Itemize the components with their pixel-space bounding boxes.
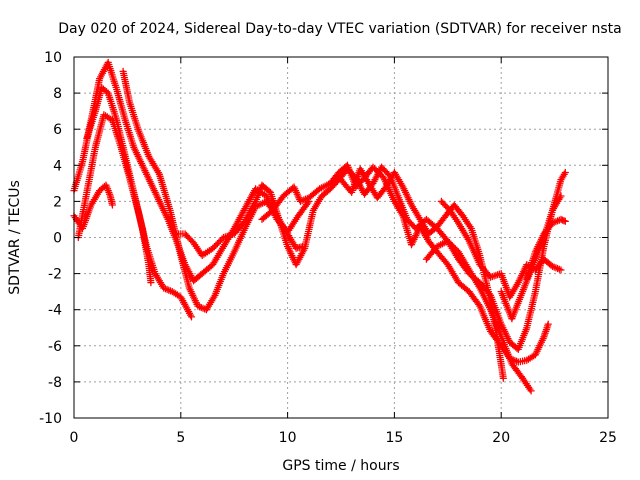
series-markers-track-h (337, 165, 507, 382)
x-tick-label: 5 (176, 430, 185, 446)
data-traces (70, 58, 569, 395)
y-tick-label: -8 (48, 375, 62, 391)
series-markers-track-f (172, 163, 565, 354)
series-track-g (258, 161, 552, 366)
x-tick-label: 15 (385, 430, 403, 446)
series-track-e (119, 67, 307, 314)
y-tick-label: -10 (39, 411, 62, 427)
series-markers-track-j (437, 197, 565, 301)
x-tick-label: 10 (279, 430, 297, 446)
series-track-c (83, 84, 155, 287)
series-track-h (337, 165, 507, 382)
series-track-l (523, 215, 569, 283)
x-tick-label: 25 (599, 430, 617, 446)
series-track-j (437, 197, 565, 301)
y-tick-label: 8 (53, 86, 62, 102)
axes: 0 5 10 15 20 25 -10 -8 -6 -4 -2 0 2 4 6 8 10 (39, 50, 617, 446)
x-tick-label: 0 (70, 430, 79, 446)
chart-title: Day 020 of 2024, Sidereal Day-to-day VTE… (58, 21, 621, 37)
series-track-f (172, 163, 565, 354)
y-tick-label: -4 (48, 303, 62, 319)
series-track-i (422, 237, 535, 395)
series-markers-track-i (422, 237, 535, 395)
y-tick-label: 10 (44, 50, 62, 66)
y-tick-label: -2 (48, 267, 62, 283)
x-tick-label: 20 (492, 430, 510, 446)
series-markers-track-g (258, 161, 552, 366)
series-markers-track-l (523, 215, 569, 283)
series-markers-track-c (83, 84, 155, 287)
y-tick-label: 0 (53, 231, 62, 247)
y-axis-label: SDTVAR / TECUs (7, 180, 23, 295)
x-axis-label: GPS time / hours (282, 458, 399, 474)
grid (74, 57, 608, 418)
series-markers-track-e (119, 67, 307, 314)
y-tick-label: 4 (53, 158, 62, 174)
y-tick-label: 2 (53, 194, 62, 210)
y-tick-label: -6 (48, 339, 62, 355)
y-tick-label: 6 (53, 122, 62, 138)
